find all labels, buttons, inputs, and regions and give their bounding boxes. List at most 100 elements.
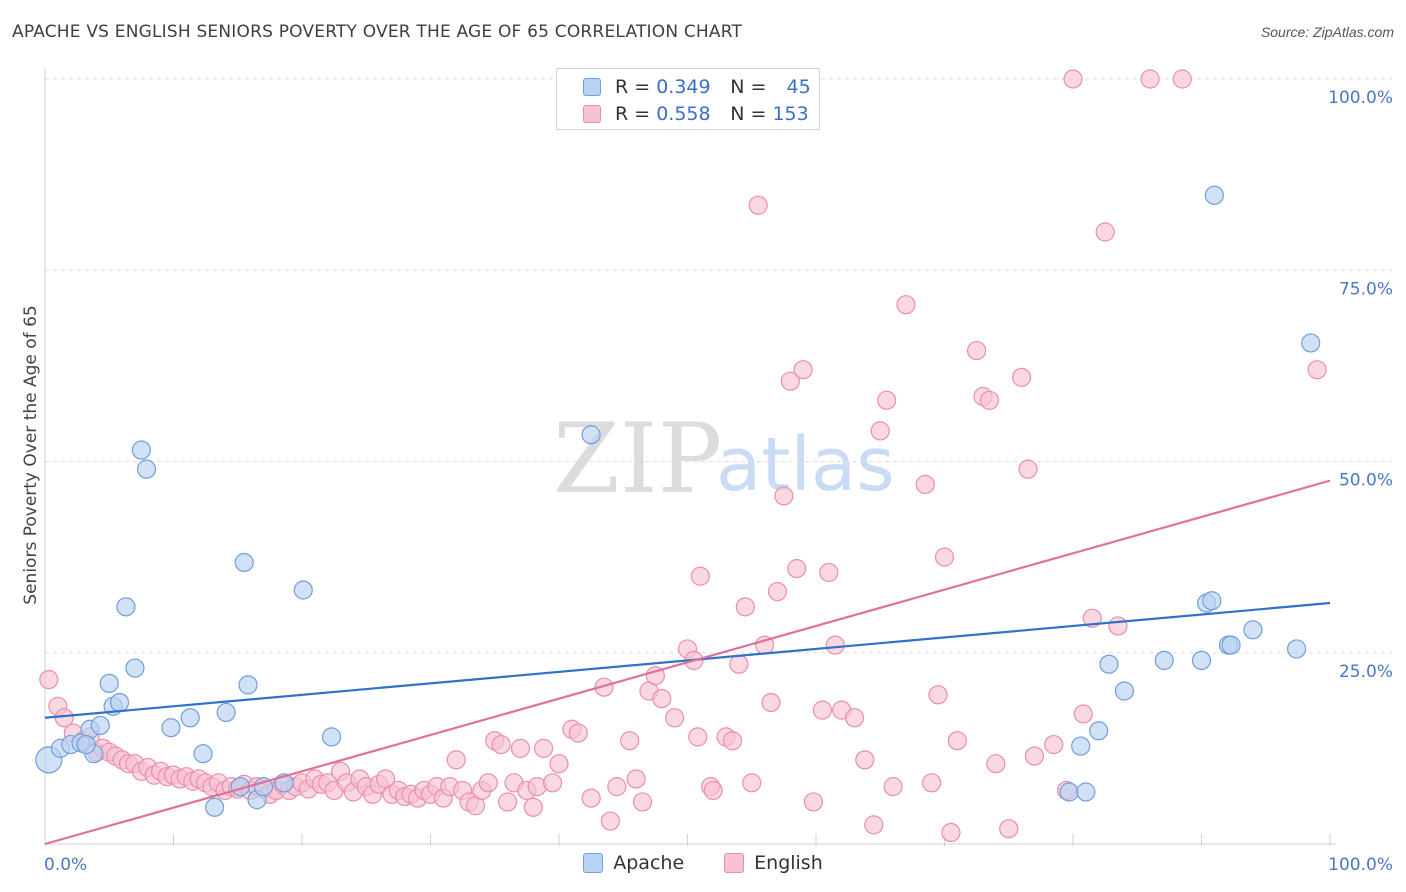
english-point xyxy=(986,754,1006,774)
english-point xyxy=(825,635,845,655)
english-point xyxy=(979,390,1000,410)
apache-n-label: N = xyxy=(730,76,767,98)
apache-point xyxy=(76,734,96,755)
apache-point xyxy=(161,718,181,738)
english-n-label: N = xyxy=(730,103,767,125)
english-point xyxy=(819,562,839,583)
english-point xyxy=(688,727,708,747)
apache-point xyxy=(193,744,213,764)
english-point xyxy=(748,195,768,215)
apache-point xyxy=(1089,721,1109,741)
english-point xyxy=(510,738,531,758)
english-point xyxy=(941,822,961,843)
english-point xyxy=(39,669,59,690)
apache-point xyxy=(109,692,130,713)
english-point xyxy=(446,750,466,770)
english-point xyxy=(626,769,646,789)
english-point xyxy=(855,750,875,770)
series-legend: Apache English xyxy=(0,852,1406,874)
english-point xyxy=(780,371,800,391)
apache-point xyxy=(125,658,145,678)
english-point xyxy=(665,708,685,728)
apache-point xyxy=(1204,185,1224,205)
stats-legend: R = 0.349 N = 45 R = 0.558 N = 153 xyxy=(556,68,820,130)
english-point xyxy=(600,811,621,831)
apache-point xyxy=(1059,782,1079,802)
english-point xyxy=(1095,222,1115,242)
english-point xyxy=(491,734,511,755)
english-swatch xyxy=(583,105,601,123)
english-point xyxy=(1307,360,1327,380)
y-tick-label: 50.0% xyxy=(1339,471,1393,491)
chart-title: APACHE VS ENGLISH SENIORS POVERTY OVER T… xyxy=(12,22,743,42)
english-point xyxy=(594,677,614,697)
apache-points xyxy=(35,185,1321,817)
english-point xyxy=(922,773,942,793)
english-point xyxy=(1018,459,1038,479)
english-point xyxy=(1140,69,1160,89)
english-point xyxy=(607,777,627,797)
legend-row-apache: R = 0.349 N = 45 xyxy=(583,74,811,100)
english-point xyxy=(915,474,935,495)
english-point xyxy=(735,597,755,617)
english-point xyxy=(1024,746,1045,766)
apache-point xyxy=(90,715,110,736)
apache-point xyxy=(99,673,119,693)
english-point xyxy=(1011,367,1032,387)
english-point xyxy=(947,731,967,751)
tick-labels: 25.0% 50.0% 75.0% 100.0% 0.0% 100.0% xyxy=(44,88,1393,875)
apache-point xyxy=(1301,333,1321,353)
legend-item-english[interactable]: English xyxy=(724,852,823,874)
english-legend-swatch xyxy=(724,853,745,873)
english-point xyxy=(767,581,788,602)
english-point xyxy=(729,654,749,674)
english-point xyxy=(542,773,563,793)
english-point xyxy=(632,792,653,812)
english-point xyxy=(690,566,710,586)
apache-swatch xyxy=(583,78,601,96)
apache-point xyxy=(234,552,254,573)
english-point xyxy=(549,754,569,774)
english-point xyxy=(812,700,833,720)
apache-point xyxy=(581,425,601,445)
english-point xyxy=(1044,734,1064,755)
y-tick-label: 25.0% xyxy=(1339,662,1393,682)
apache-point xyxy=(1202,591,1222,611)
apache-point xyxy=(1114,681,1135,701)
english-point xyxy=(928,685,948,705)
legend-item-apache[interactable]: Apache xyxy=(583,852,684,874)
apache-point xyxy=(1076,782,1096,802)
apache-r-value: 0.349 xyxy=(656,76,711,98)
apache-point xyxy=(1243,620,1263,640)
english-point xyxy=(742,773,762,793)
apache-point xyxy=(1071,736,1091,756)
x-tick-label: 100.0% xyxy=(1328,855,1393,875)
axes xyxy=(44,68,1336,846)
y-tick-label: 100.0% xyxy=(1328,88,1393,108)
apache-point xyxy=(131,440,151,460)
apache-point xyxy=(1221,635,1241,655)
english-point xyxy=(896,295,916,315)
english-point xyxy=(774,486,794,506)
english-n-value: 153 xyxy=(772,103,809,125)
apache-legend-swatch xyxy=(583,853,604,873)
apache-point xyxy=(116,597,136,617)
english-point xyxy=(498,792,518,812)
english-point xyxy=(793,360,813,380)
english-point xyxy=(999,819,1019,839)
english-trend-line xyxy=(44,479,1331,846)
english-point xyxy=(478,773,498,793)
apache-point xyxy=(216,702,236,723)
trend-lines xyxy=(44,479,1331,846)
apache-point xyxy=(136,459,157,479)
english-point xyxy=(864,815,884,835)
apache-r-label: R = xyxy=(615,76,651,98)
english-point xyxy=(967,340,987,361)
apache-point xyxy=(205,797,225,817)
english-point xyxy=(722,731,743,751)
y-axis-label: Seniors Poverty Over the Age of 65 xyxy=(21,305,41,604)
english-point xyxy=(803,792,824,812)
english-point xyxy=(934,547,955,567)
english-point xyxy=(787,558,807,579)
